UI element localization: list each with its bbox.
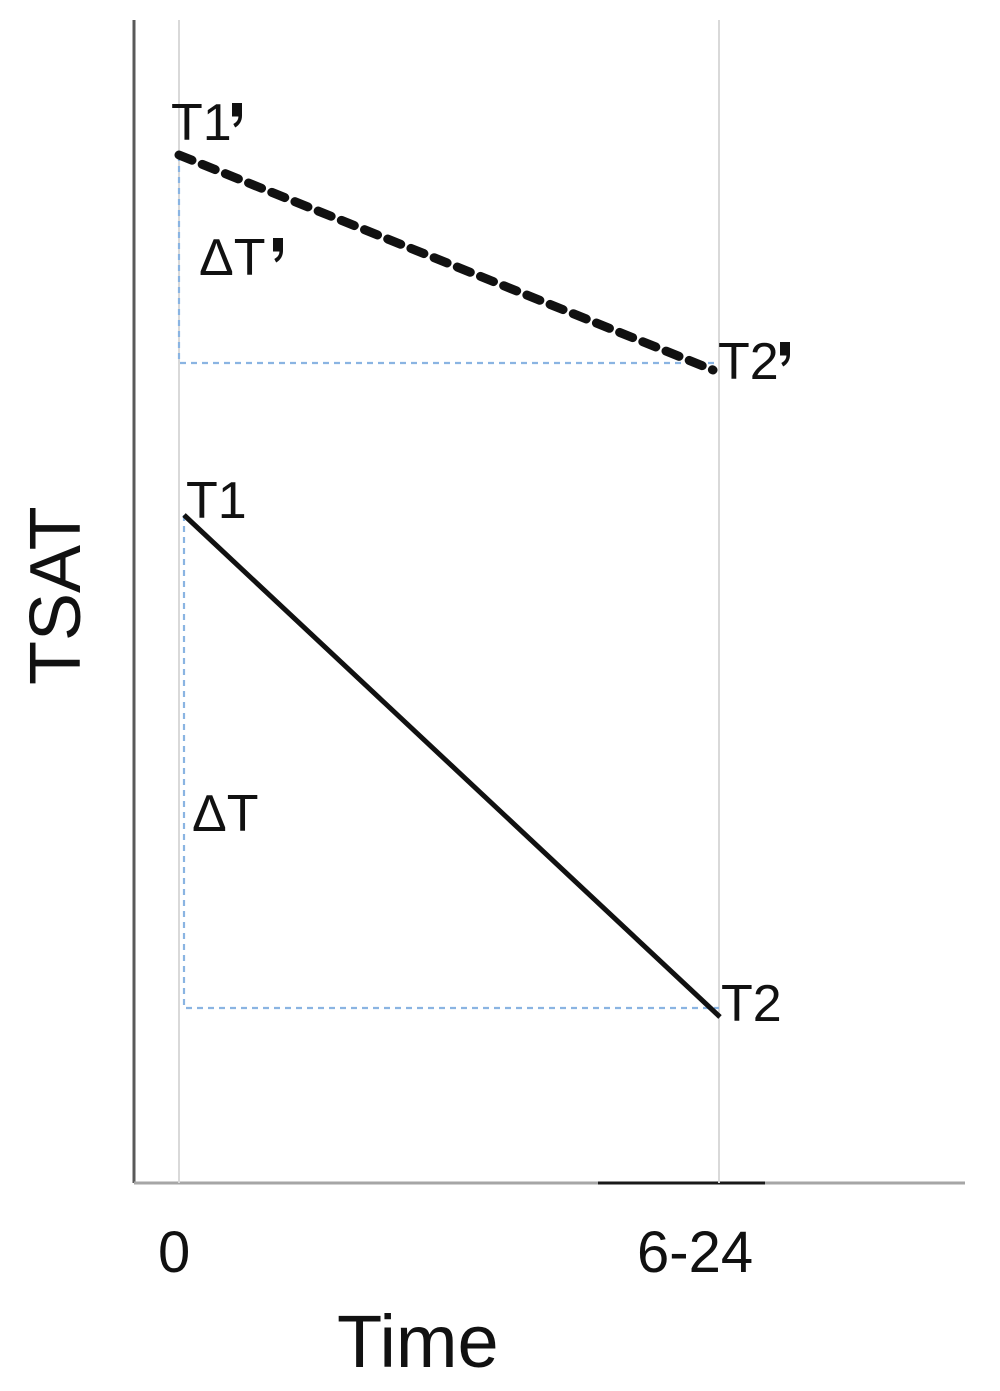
svg-text:6-24: 6-24 bbox=[637, 1220, 753, 1285]
svg-text:Time: Time bbox=[337, 1300, 499, 1383]
svg-text:T1: T1 bbox=[186, 472, 247, 530]
svg-text:ΔT: ΔT bbox=[192, 785, 259, 843]
svg-text:T1: T1 bbox=[171, 94, 232, 152]
svg-text:TSAT: TSAT bbox=[16, 506, 96, 685]
svg-text:T2: T2 bbox=[718, 333, 779, 391]
svg-text:T2: T2 bbox=[721, 975, 782, 1033]
svg-text:0: 0 bbox=[158, 1220, 190, 1285]
svg-text:ΔT: ΔT bbox=[199, 229, 266, 287]
